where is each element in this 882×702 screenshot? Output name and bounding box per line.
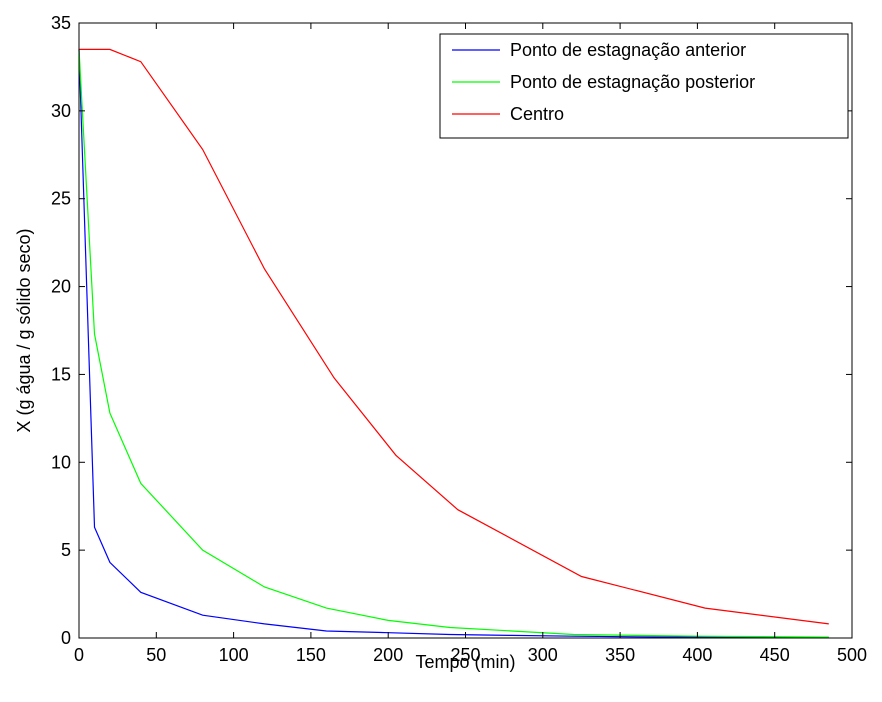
x-tick-label: 350	[605, 645, 635, 665]
legend-entry-label: Ponto de estagnação anterior	[510, 40, 746, 60]
y-tick-label: 5	[61, 540, 71, 560]
x-tick-label: 400	[682, 645, 712, 665]
y-tick-label: 35	[51, 13, 71, 33]
x-tick-label: 450	[760, 645, 790, 665]
legend: Ponto de estagnação anterior Ponto de est…	[439, 33, 849, 139]
y-tick-label: 10	[51, 452, 71, 472]
x-tick-label: 250	[450, 645, 480, 665]
y-tick-label: 15	[51, 364, 71, 384]
legend-entry-label: Ponto de estagnação posterior	[510, 72, 755, 92]
ticks-layer: 0 50 100 150 200 250 300 350 400 450 500 0 5 10 15 20 25…	[51, 13, 867, 665]
x-axis-label: Tempo (min)	[415, 652, 515, 672]
legend-box	[439, 33, 849, 139]
x-tick-label: 300	[528, 645, 558, 665]
legend-entry-label: Centro	[510, 104, 564, 124]
y-axis-label: X (g água / g sólido seco)	[14, 228, 34, 432]
series-line-3	[79, 48, 829, 625]
y-tick-label: 25	[51, 189, 71, 209]
y-tick-label: 0	[61, 628, 71, 648]
x-tick-label: 200	[373, 645, 403, 665]
x-tick-label: 50	[146, 645, 166, 665]
y-tick-label: 30	[51, 101, 71, 121]
x-tick-label: 100	[219, 645, 249, 665]
x-tick-label: 150	[296, 645, 326, 665]
x-tick-label: 0	[74, 645, 84, 665]
x-tick-label: 500	[837, 645, 867, 665]
series-line-2	[78, 49, 829, 638]
y-tick-label: 20	[51, 277, 71, 297]
